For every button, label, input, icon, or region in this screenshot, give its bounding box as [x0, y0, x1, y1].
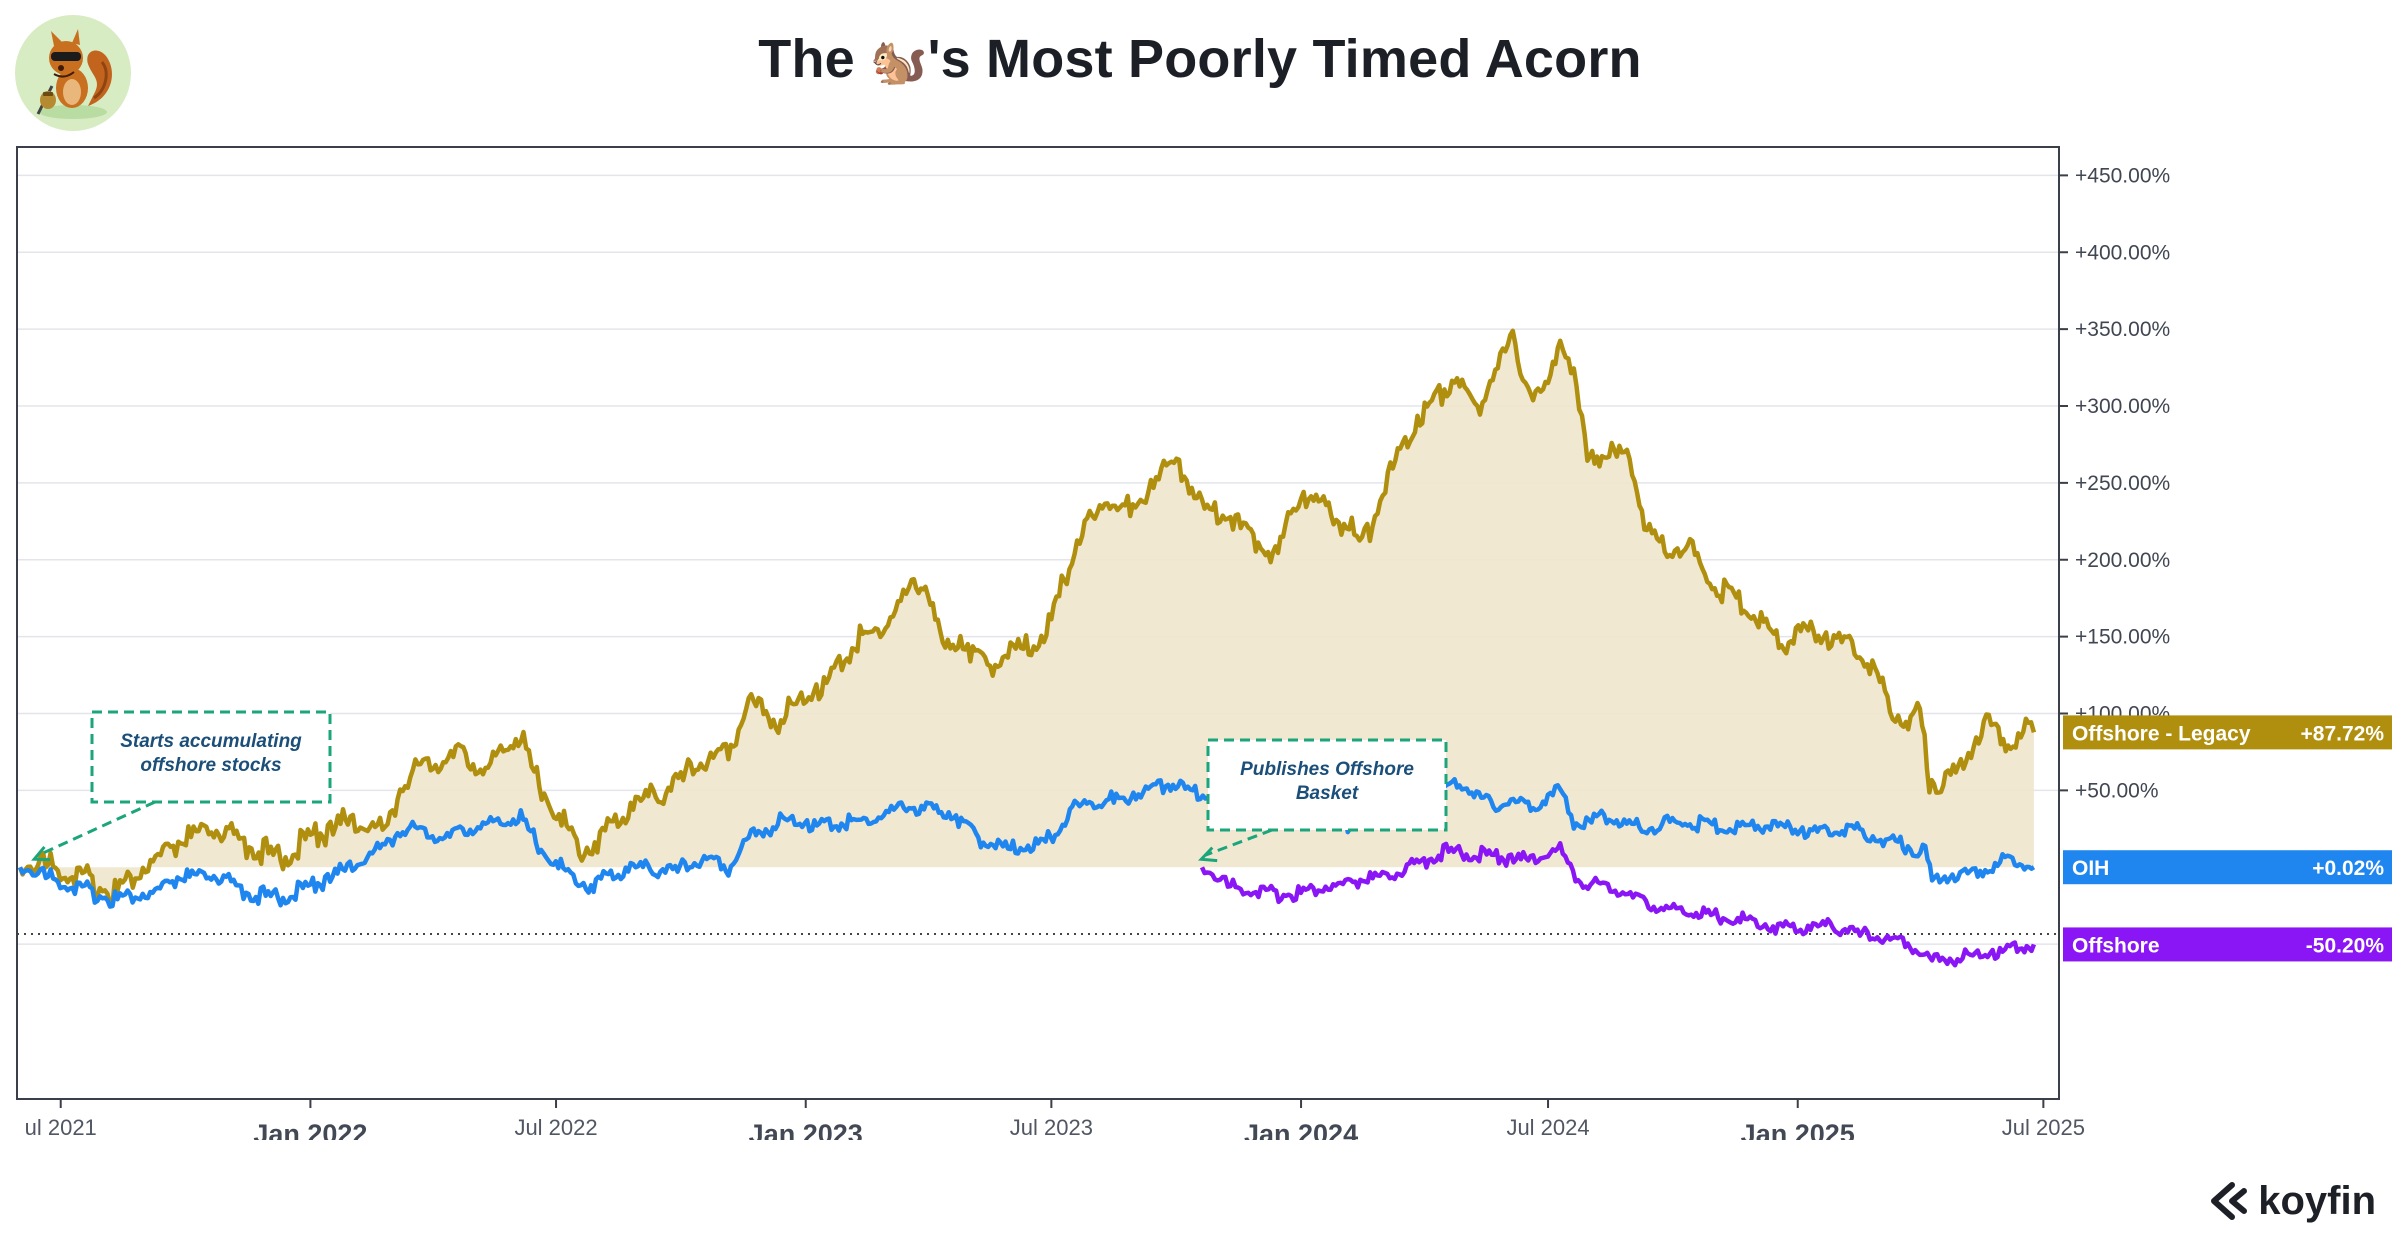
- koyfin-brand: koyfin: [2206, 1176, 2376, 1226]
- x-tick-label: Jan 2022: [253, 1119, 367, 1140]
- y-tick-label: +350.00%: [2075, 318, 2170, 341]
- series-line-offshore-legacy: [17, 328, 2037, 907]
- annotation-box: [90, 710, 332, 804]
- y-tick-label: +450.00%: [2075, 164, 2170, 187]
- annotation-text: offshore stocks: [140, 755, 281, 776]
- x-tick-label: Jul 2025: [2002, 1115, 2085, 1140]
- series-line-offshore: [1199, 841, 2037, 968]
- value-badge: [2063, 715, 2392, 750]
- badge-last-value: +0.02%: [2312, 857, 2384, 880]
- x-tick-label: Jan 2024: [1244, 1119, 1358, 1140]
- area-fill: [20, 330, 2034, 904]
- annotation-arrowhead: [1198, 846, 1218, 863]
- badge-last-value: -50.20%: [2306, 934, 2385, 957]
- annotations: Starts accumulating offshore stocks Publis…: [31, 710, 1448, 863]
- annotation-text: Publishes Offshore: [1240, 759, 1414, 780]
- koyfin-logo-icon: [2211, 1182, 2248, 1220]
- y-tick-label: +300.00%: [2075, 395, 2170, 418]
- x-tick-label: Jul 2024: [1506, 1115, 1589, 1140]
- y-axis: +450.00% +400.00% +350.00% +300.00% +250.00%…: [2058, 147, 2170, 1099]
- annotation-arrow: [1204, 828, 1273, 857]
- x-tick-label: Jan 2023: [749, 1119, 863, 1140]
- badge-series-name: Offshore: [2072, 934, 2160, 957]
- y-tick-label: +250.00%: [2075, 472, 2170, 495]
- annotation-arrow: [37, 800, 156, 857]
- x-tick-label: Jul 2023: [1010, 1115, 1093, 1140]
- x-tick-label: Jul 2022: [514, 1115, 597, 1140]
- y-tick-label: +150.00%: [2075, 626, 2170, 649]
- x-tick-label: ul 2021: [25, 1115, 97, 1140]
- value-badge: [2063, 927, 2392, 962]
- series-area-fill: [20, 330, 2034, 904]
- badge-series-name: OIH: [2072, 857, 2109, 880]
- annotation-text: Basket: [1296, 783, 1359, 804]
- chart-title: The 🐿️'s Most Poorly Timed Acorn: [0, 28, 2400, 90]
- value-badge: [2063, 850, 2392, 885]
- y-tick-label: +400.00%: [2075, 241, 2170, 264]
- title-suffix: 's Most Poorly Timed Acorn: [927, 29, 1642, 89]
- title-prefix: The: [758, 29, 855, 89]
- series-lines: [17, 328, 2037, 968]
- badge-last-value: +87.72%: [2301, 722, 2385, 745]
- chart-area: +450.00% +400.00% +350.00% +300.00% +250.00%…: [16, 146, 2392, 1140]
- annotation-arrowhead: [31, 845, 51, 862]
- y-tick-label: +200.00%: [2075, 549, 2170, 572]
- squirrel-emoji: 🐿️: [870, 34, 928, 88]
- last-value-badges: Offshore - Legacy +87.72% OIH +0.02% Offshor…: [2063, 715, 2392, 962]
- y-tick-label: +50.00%: [2075, 779, 2159, 802]
- series-line-oih: [17, 776, 2036, 909]
- squirrel-avatar-icon: [15, 15, 131, 131]
- x-tick-label: Jan 2025: [1741, 1119, 1855, 1140]
- badge-series-name: Offshore - Legacy: [2072, 722, 2251, 745]
- brand-name: koyfin: [2258, 1178, 2376, 1223]
- x-axis: ul 2021 Jan 2022 Jul 2022 Jan 2023 Jul 2023 J…: [25, 1099, 2085, 1140]
- annotation-text: Starts accumulating: [120, 731, 302, 752]
- annotation-box: [1206, 738, 1448, 832]
